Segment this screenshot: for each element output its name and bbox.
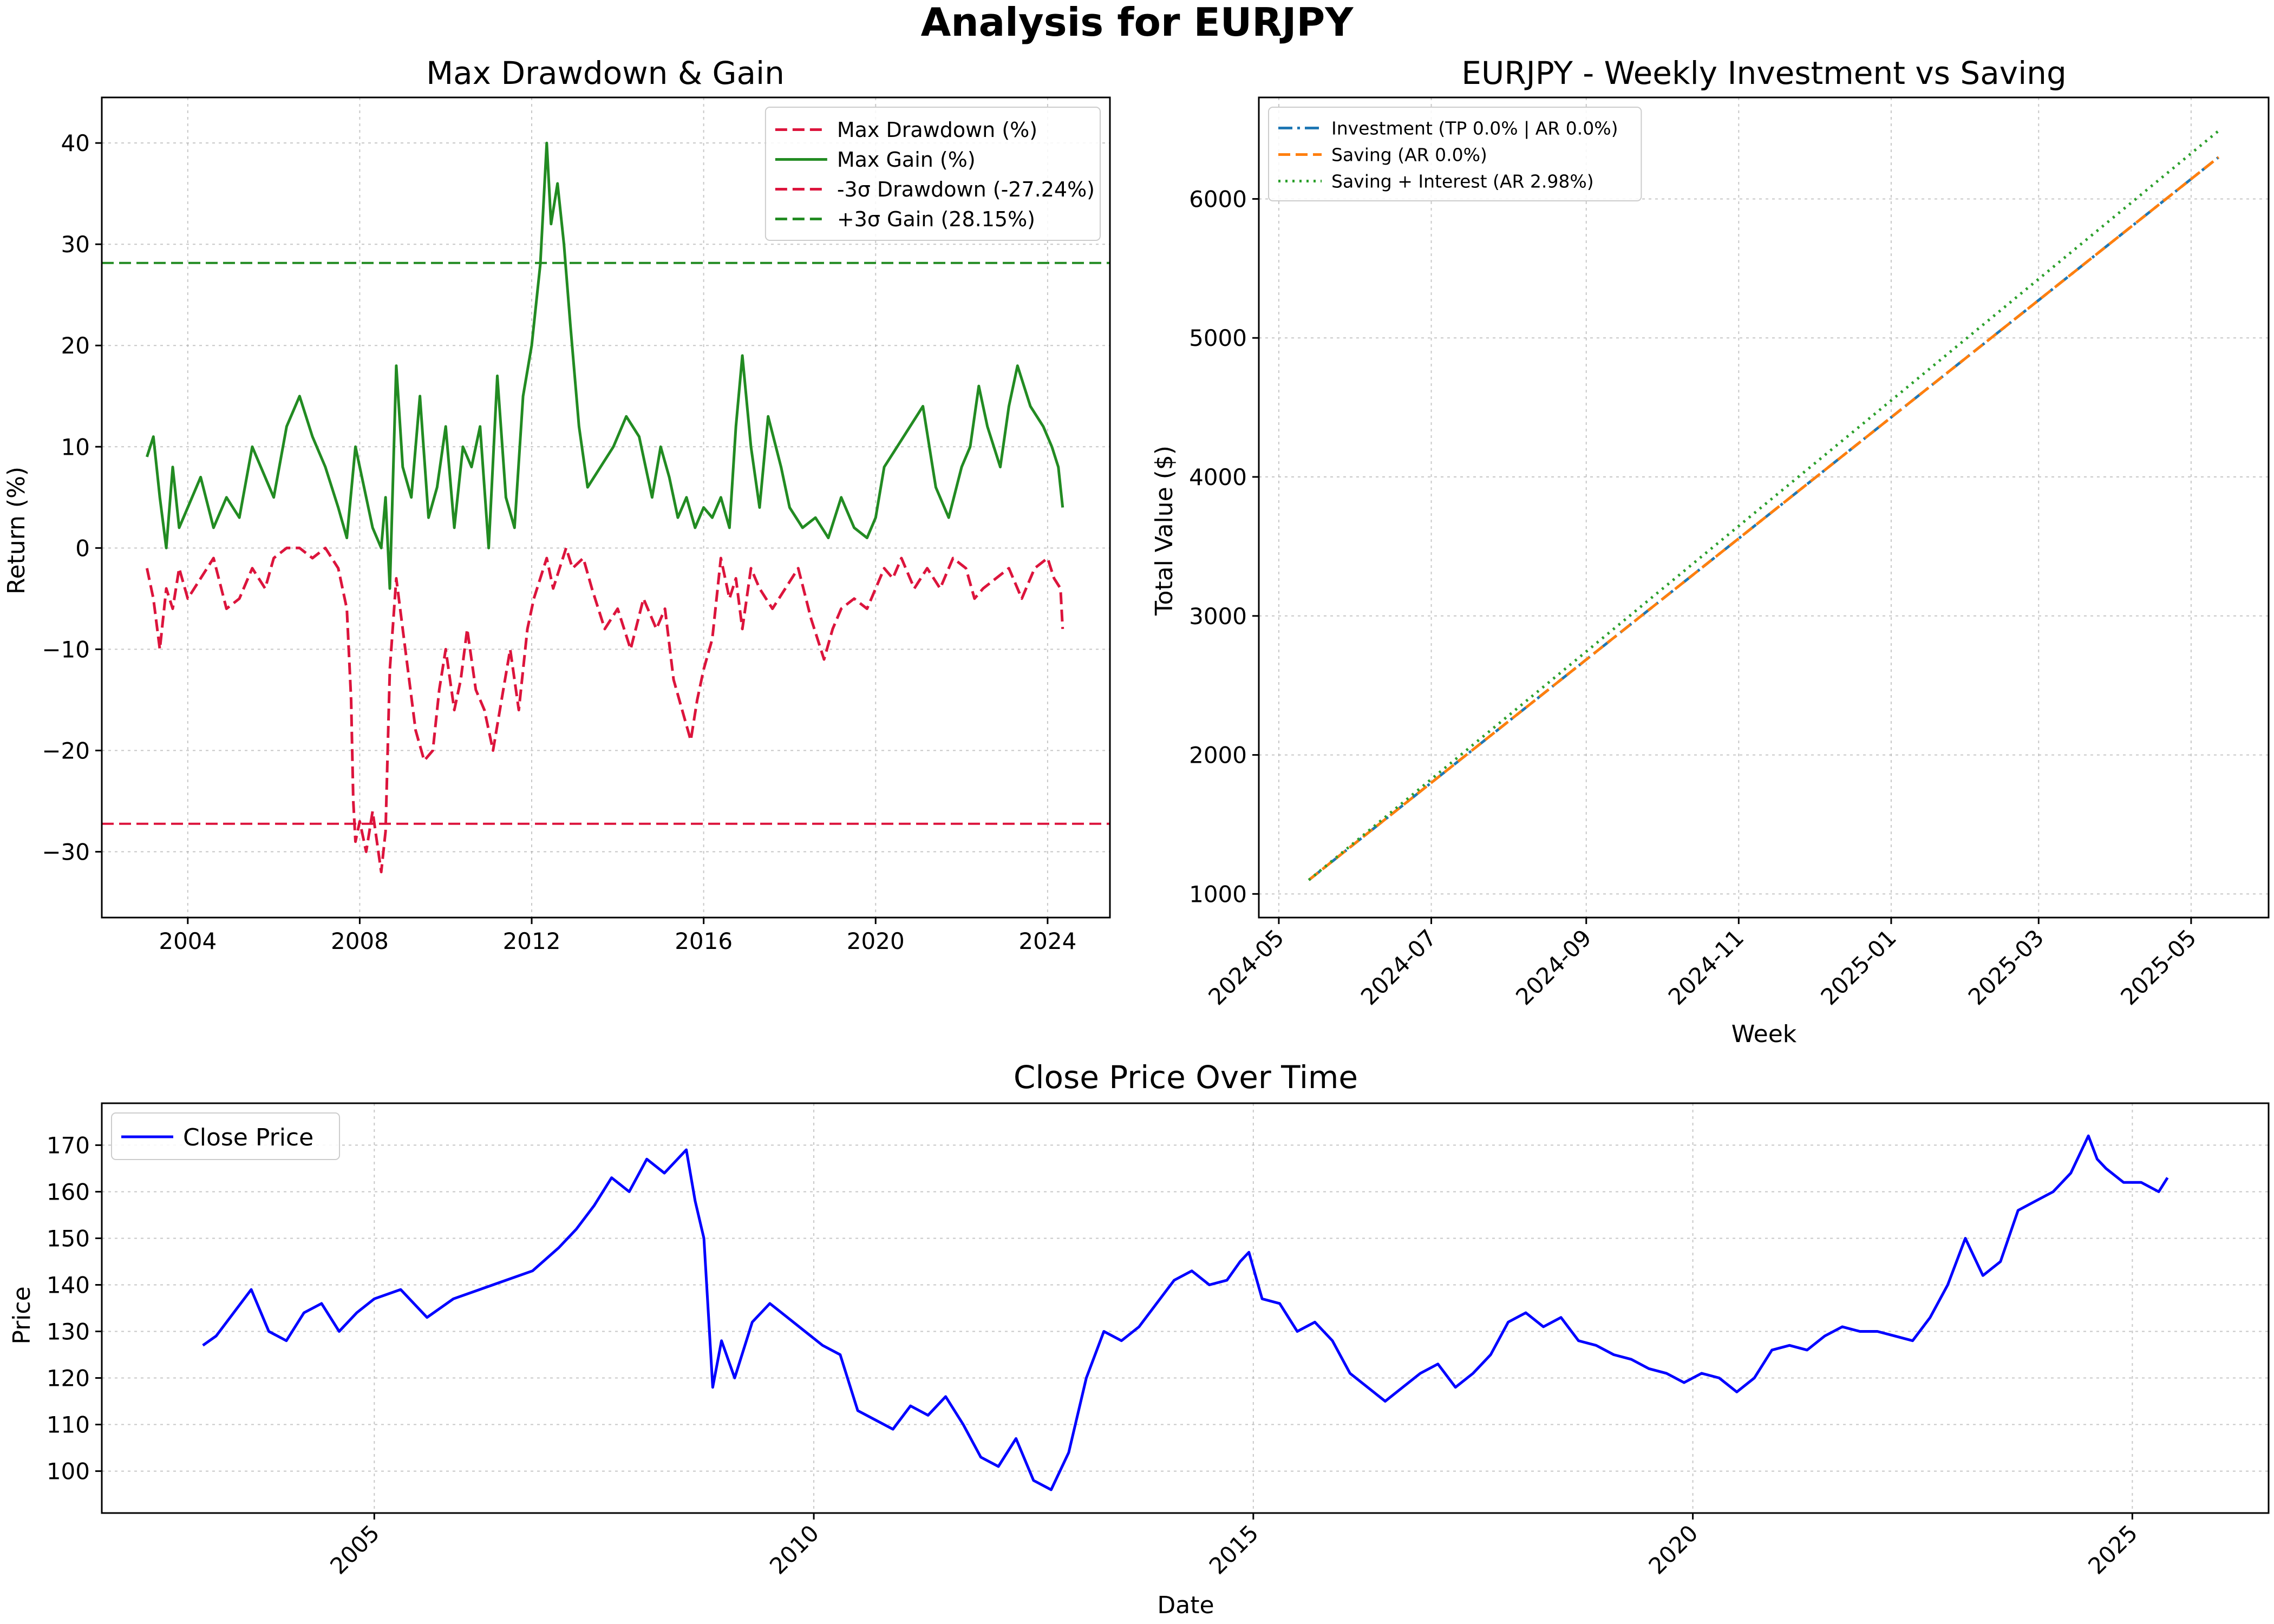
axes-frame [101,1102,2270,1514]
y-tick-label: −10 [42,636,90,663]
y-tick-label: 150 [47,1225,90,1252]
legend-label: +3σ Gain (28.15%) [837,207,1035,231]
y-axis-label: Total Value ($) [1151,446,1178,616]
y-tick-label: 1000 [1189,881,1247,907]
x-tick-label: 2024-11 [1663,924,1749,1010]
legend-label: Investment (TP 0.0% | AR 0.0%) [1331,117,1618,139]
x-tick-label: 2024 [1018,928,1076,954]
x-tick-label: 2020 [1643,1520,1703,1579]
x-tick-label: 2016 [675,928,733,954]
y-tick-label: 3000 [1189,603,1247,630]
y-tick-label: 40 [61,130,90,156]
plot-area [202,1134,2169,1491]
legend: Close Price [111,1112,341,1160]
legend: Investment (TP 0.0% | AR 0.0%) Saving (AR… [1268,107,1642,201]
x-tick-label: 2025-05 [2115,924,2201,1010]
y-tick-label: 110 [47,1412,90,1438]
legend-label: Saving (AR 0.0%) [1331,144,1487,165]
legend-label: Max Drawdown (%) [837,118,1037,142]
axes-frame [1258,96,2270,919]
x-tick-label: 2004 [159,928,217,954]
series-line [146,141,1064,590]
y-tick-label: −30 [42,839,90,865]
x-tick-label: 2008 [331,928,389,954]
y-tick-label: 20 [61,332,90,359]
x-tick-label: 2020 [847,928,905,954]
y-tick-label: 0 [75,535,90,561]
axes-frame [101,96,1111,919]
series-line [1308,129,2220,881]
x-axis-label: Week [1731,1020,1797,1048]
x-tick-label: 2025 [2083,1520,2142,1579]
x-axis-label: Date [1157,1592,1214,1619]
legend-box [764,107,1101,241]
y-axis-label: Price [8,1286,36,1344]
x-tick-label: 2015 [1204,1520,1264,1579]
y-tick-label: 170 [47,1132,90,1158]
y-tick-label: 6000 [1189,186,1247,212]
y-tick-label: 120 [47,1365,90,1392]
legend-label: -3σ Drawdown (-27.24%) [837,178,1095,201]
x-tick-label: 2024-09 [1511,924,1597,1010]
figure-suptitle: Analysis for EURJPY [921,0,1354,45]
y-tick-label: 4000 [1189,464,1247,490]
y-tick-label: 130 [47,1319,90,1345]
x-tick-label: 2025-03 [1963,924,2049,1010]
legend-box [1268,107,1642,201]
y-tick-label: 140 [47,1272,90,1298]
y-axis-label: Return (%) [3,467,30,594]
legend-label: Saving + Interest (AR 2.98%) [1331,171,1594,192]
legend-label: Close Price [183,1124,313,1151]
x-tick-label: 2025-01 [1815,924,1901,1010]
x-tick-label: 2005 [325,1520,384,1579]
y-tick-label: −20 [42,737,90,764]
series-line [1308,156,2220,881]
x-tick-label: 2010 [764,1520,824,1579]
plot-area [1308,129,2220,881]
x-tick-label: 2024-07 [1356,924,1442,1010]
y-tick-label: 5000 [1189,325,1247,351]
chart-title: Close Price Over Time [1014,1059,1358,1096]
x-tick-label: 2012 [503,928,561,954]
series-line [202,1134,2169,1491]
x-tick-label: 2024-05 [1203,924,1289,1010]
close-price-chart: Close Price Over Time Date Price 2005 201… [8,1059,2270,1619]
chart-title: EURJPY - Weekly Investment vs Saving [1461,55,2067,91]
y-tick-label: 30 [61,231,90,258]
y-tick-label: 100 [47,1458,90,1485]
max-drawdown-gain-chart: Max Drawdown & Gain Return (%) 2004 2008 2… [3,55,1111,954]
series-line [145,546,1064,874]
weekly-investment-vs-saving-chart: EURJPY - Weekly Investment vs Saving Wee… [1151,55,2270,1048]
legend: Max Drawdown (%) Max Gain (%) -3σ Drawdown… [764,107,1101,241]
plot-area [102,141,1110,874]
legend-box [111,1112,341,1160]
y-tick-label: 2000 [1189,742,1247,769]
y-tick-label: 10 [61,434,90,460]
legend-label: Max Gain (%) [837,148,976,172]
chart-title: Max Drawdown & Gain [426,55,785,91]
y-tick-label: 160 [47,1178,90,1205]
